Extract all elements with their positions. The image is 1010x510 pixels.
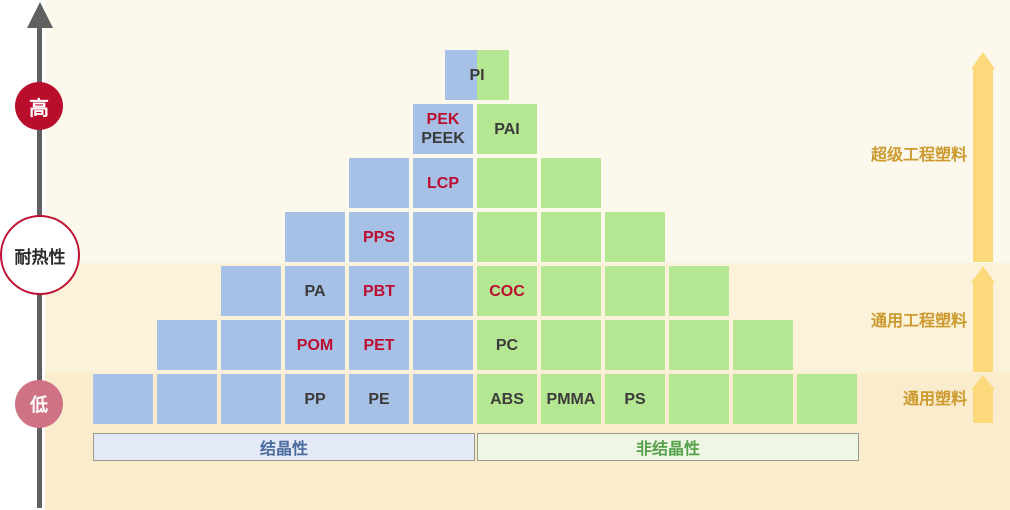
pyramid-cell-r4c8 <box>605 266 665 316</box>
super-engineering-arrow-bar <box>973 68 993 262</box>
pyramid-cell-r4c7 <box>541 266 601 316</box>
cell-label-pmma: PMMA <box>546 390 596 408</box>
pyramid-cell-pc: PC <box>477 320 537 370</box>
pyramid-cell-r4c9 <box>669 266 729 316</box>
pyramid-cell-pa: PA <box>285 266 345 316</box>
cell-label-lcp: LCP <box>427 174 459 192</box>
high-label: 高 <box>29 97 49 120</box>
general-plastics-arrow-icon <box>971 375 995 390</box>
pyramid-cell-pmma: PMMA <box>541 374 601 424</box>
cell-label-coc: COC <box>489 282 525 300</box>
pyramid-cell-pp: PP <box>285 374 345 424</box>
general-engineering-arrow-bar <box>973 282 993 372</box>
pyramid-cell-pek-peek: PEK PEEK <box>413 104 473 154</box>
general-plastics-arrow-bar <box>973 389 993 423</box>
cell-label-peek: PEEK <box>421 130 465 147</box>
pyramid-cell-r2c6 <box>477 158 537 208</box>
pyramid-cell-pai: PAI <box>477 104 537 154</box>
pyramid-cell-r6c10 <box>733 374 793 424</box>
cell-label-pai: PAI <box>494 120 520 138</box>
pyramid-cell-pet: PET <box>349 320 409 370</box>
pyramid-cell-r6c1 <box>157 374 217 424</box>
pyramid-cell-lcp: LCP <box>413 158 473 208</box>
crystalline-label: 结晶性 <box>259 441 308 458</box>
cell-label-pps: PPS <box>362 228 395 246</box>
pyramid-cell-r6c5 <box>413 374 473 424</box>
pyramid-cell-r2c4 <box>349 158 409 208</box>
cell-label-pe: PE <box>368 390 390 408</box>
pyramid-cell-r5c7 <box>541 320 601 370</box>
pyramid-cell-r5c1 <box>157 320 217 370</box>
pyramid-cell-r3c3 <box>285 212 345 262</box>
heat-axis-arrow-icon <box>27 2 53 28</box>
pyramid-cell-pi: PI <box>445 50 509 100</box>
pyramid-cell-coc: COC <box>477 266 537 316</box>
pyramid-cell-r3c7 <box>541 212 601 262</box>
non-crystalline-bar: 非结晶性 <box>477 433 859 461</box>
pyramid-cell-pom: POM <box>285 320 345 370</box>
pyramid-cell-r4c2 <box>221 266 281 316</box>
pyramid-cell-r5c9 <box>669 320 729 370</box>
cell-label-pom: POM <box>296 336 334 354</box>
cell-label-pp: PP <box>304 390 326 408</box>
pyramid-cell-r4c5 <box>413 266 473 316</box>
cell-label-ps: PS <box>624 390 646 408</box>
pyramid-cell-pe: PE <box>349 374 409 424</box>
pyramid-cell-pps: PPS <box>349 212 409 262</box>
axis-title: 耐热性 <box>14 247 66 267</box>
low-label: 低 <box>30 395 48 415</box>
pyramid-cell-ps: PS <box>605 374 665 424</box>
cell-label-pc: PC <box>495 336 519 354</box>
pyramid-cell-r6c0 <box>93 374 153 424</box>
pyramid-cell-r6c9 <box>669 374 729 424</box>
cell-label-pa: PA <box>304 282 326 300</box>
crystalline-bar: 结晶性 <box>93 433 475 461</box>
pyramid-cell-r3c8 <box>605 212 665 262</box>
pyramid-cell-abs: ABS <box>477 374 537 424</box>
high-badge: 高 <box>15 82 63 130</box>
pyramid-cell-r5c2 <box>221 320 281 370</box>
pyramid-cell-pbt: PBT <box>349 266 409 316</box>
low-badge: 低 <box>15 380 63 428</box>
pyramid-cell-r3c5 <box>413 212 473 262</box>
pyramid-cell-r6c2 <box>221 374 281 424</box>
pyramid-cell-r6c11 <box>797 374 857 424</box>
cell-label-abs: ABS <box>490 390 524 408</box>
cell-label-pek: PEK <box>426 111 460 128</box>
pyramid-cell-r2c7 <box>541 158 601 208</box>
axis-title-badge: 耐热性 <box>0 215 80 295</box>
super-engineering-label: 超级工程塑料 <box>870 147 967 164</box>
general-plastics-label: 通用塑料 <box>902 391 967 408</box>
cell-label-pet: PET <box>363 336 395 354</box>
pyramid-cell-r5c10 <box>733 320 793 370</box>
cell-label-pi: PI <box>469 66 485 84</box>
general-engineering-label: 通用工程塑料 <box>870 313 967 330</box>
pyramid-cell-r5c8 <box>605 320 665 370</box>
pyramid-cell-r3c6 <box>477 212 537 262</box>
pyramid-cell-r5c5 <box>413 320 473 370</box>
super-engineering-arrow-icon <box>971 52 995 69</box>
general-engineering-arrow-icon <box>971 266 995 283</box>
cell-label-pbt: PBT <box>363 282 395 300</box>
non-crystalline-label: 非结晶性 <box>635 441 700 458</box>
